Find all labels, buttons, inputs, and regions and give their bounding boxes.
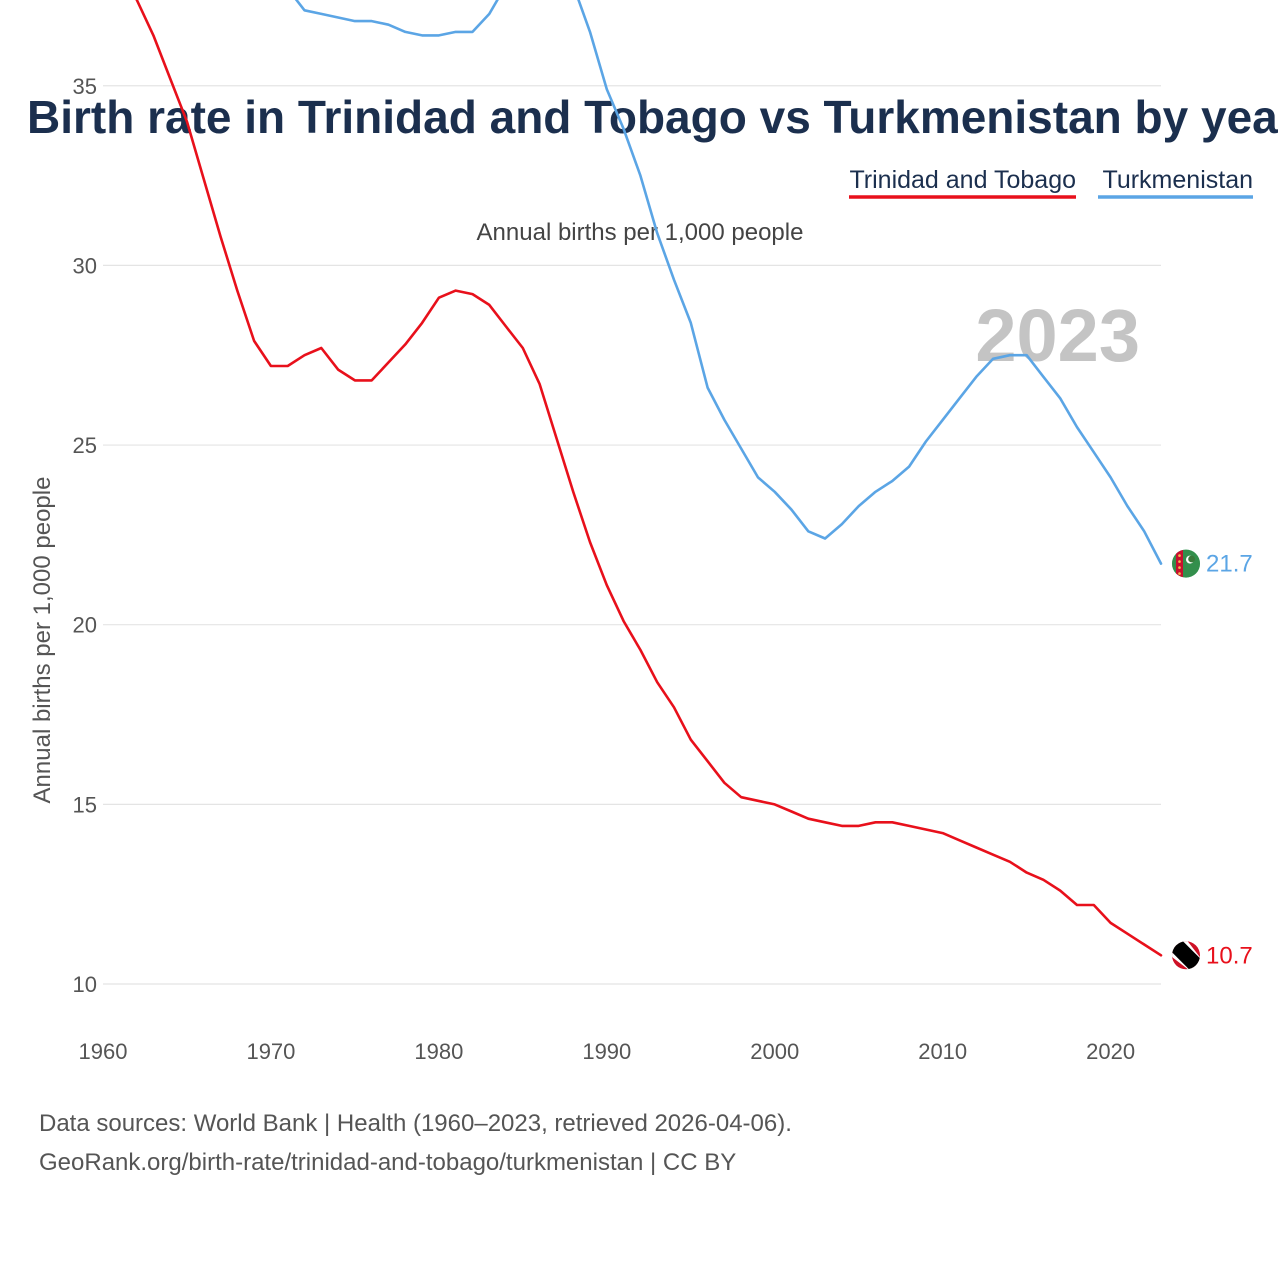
legend: Trinidad and Tobago Turkmenistan xyxy=(849,166,1253,199)
series-line-turkmenistan xyxy=(294,0,1163,565)
series-lines xyxy=(135,0,1163,957)
source-line-2[interactable]: GeoRank.org/birth-rate/trinidad-and-toba… xyxy=(39,1149,736,1176)
x-tick-label-1990: 1990 xyxy=(582,1039,631,1064)
turkmenistan-flag-icon xyxy=(1172,549,1200,578)
y-tick-label-30: 30 xyxy=(73,253,97,278)
legend-label-trinidad-and-tobago: Trinidad and Tobago xyxy=(849,166,1076,194)
chart-title: Birth rate in Trinidad and Tobago vs Tur… xyxy=(27,91,1280,143)
y-axis-title: Annual births per 1,000 people xyxy=(29,477,56,804)
y-tick-label-15: 15 xyxy=(73,792,97,817)
x-axis-ticks: 1960 1970 1980 1990 2000 2010 2020 xyxy=(79,1039,1136,1064)
series-line-trinidad-and-tobago xyxy=(135,0,1163,957)
chart-subtitle: Annual births per 1,000 people xyxy=(477,219,804,246)
legend-item-trinidad-and-tobago[interactable]: Trinidad and Tobago xyxy=(849,166,1076,199)
source-line-1: Data sources: World Bank | Health (1960–… xyxy=(39,1110,792,1137)
y-axis-ticks: 1015202530354045 xyxy=(73,74,97,997)
y-tick-label-20: 20 xyxy=(73,613,97,638)
x-tick-label-1980: 1980 xyxy=(414,1039,463,1064)
gridlines xyxy=(103,85,1161,985)
x-tick-label-2020: 2020 xyxy=(1086,1039,1135,1064)
y-tick-label-35: 35 xyxy=(73,74,97,99)
y-tick-label-10: 10 xyxy=(73,972,97,997)
x-tick-label-1960: 1960 xyxy=(79,1039,128,1064)
end-label-turkmenistan: 21.7 xyxy=(1206,551,1253,578)
end-label-trinidad-and-tobago: 10.7 xyxy=(1206,942,1253,969)
legend-item-turkmenistan[interactable]: Turkmenistan xyxy=(1098,166,1253,199)
x-tick-label-1970: 1970 xyxy=(246,1039,295,1064)
series-end-markers: 10.7 21.7 xyxy=(1172,549,1253,970)
trinidad-and-tobago-flag-icon xyxy=(1172,941,1200,970)
y-tick-label-25: 25 xyxy=(73,433,97,458)
x-tick-label-2010: 2010 xyxy=(918,1039,967,1064)
x-tick-label-2000: 2000 xyxy=(750,1039,799,1064)
year-watermark: 2023 xyxy=(975,294,1140,377)
legend-label-turkmenistan: Turkmenistan xyxy=(1102,166,1253,194)
